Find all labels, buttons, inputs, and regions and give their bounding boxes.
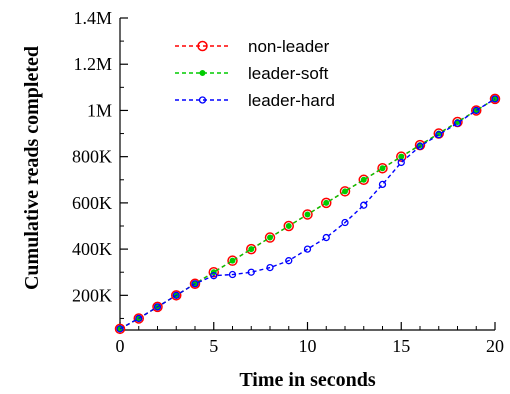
data-point [135, 314, 143, 323]
data-point [489, 93, 501, 105]
data-point [323, 199, 330, 206]
data-point [133, 313, 144, 324]
legend-marker [199, 70, 206, 76]
data-point [152, 301, 163, 313]
data-point [266, 263, 274, 272]
data-point [435, 131, 443, 139]
data-point [229, 257, 236, 264]
y-axis-title: Cumulative reads completed [21, 46, 43, 290]
legend-marker [198, 96, 207, 104]
y-tick-label: 1M [87, 100, 112, 120]
data-point [397, 158, 405, 167]
y-tick-label: 400K [72, 239, 112, 259]
x-tick-label: 5 [209, 336, 218, 356]
data-point [341, 218, 349, 227]
data-point [491, 95, 499, 103]
x-tick-label: 10 [299, 336, 317, 356]
x-tick-label: 15 [392, 336, 410, 356]
data-point [471, 105, 482, 116]
data-point [116, 325, 124, 333]
data-point [379, 165, 386, 172]
data-point [321, 197, 332, 209]
data-point [227, 255, 238, 266]
data-point [247, 268, 255, 276]
legend-item: non-leader [175, 37, 330, 56]
data-point [171, 290, 182, 301]
y-tick-label: 1.2M [73, 54, 112, 74]
data-point [378, 180, 387, 189]
y-axis-ticks: 200K 400K 600K 800K 1M 1.2M 1.4M [72, 8, 128, 319]
data-point [377, 162, 388, 174]
legend-item: leader-soft [175, 64, 329, 83]
data-point [360, 176, 367, 183]
legend: non-leader leader-soft leader-hard [175, 37, 335, 110]
data-point [398, 153, 405, 160]
data-point [472, 106, 480, 115]
y-tick-label: 800K [72, 147, 112, 167]
data-point [283, 220, 294, 232]
data-point [228, 270, 237, 279]
data-point [191, 280, 199, 288]
y-tick-label: 200K [72, 285, 112, 305]
data-point [453, 119, 462, 127]
data-point [416, 142, 424, 150]
data-point [264, 232, 276, 243]
data-point [172, 291, 180, 299]
legend-label: leader-hard [248, 91, 335, 110]
data-point [360, 201, 368, 209]
y-tick-label: 1.4M [73, 8, 112, 28]
data-point [248, 246, 255, 253]
data-point [339, 186, 351, 197]
data-point [189, 278, 201, 290]
data-point [210, 272, 218, 280]
data-point [114, 323, 126, 335]
data-point [302, 209, 313, 220]
legend-label: leader-soft [248, 64, 329, 83]
data-point [322, 233, 330, 242]
data-point [358, 174, 369, 186]
data-point [153, 303, 162, 311]
series-line [119, 98, 496, 330]
data-point [303, 245, 312, 253]
data-point [342, 188, 348, 195]
data-point [285, 223, 292, 229]
data-point [396, 151, 407, 162]
data-point [208, 266, 219, 278]
y-tick-label: 600K [72, 193, 112, 213]
legend-label: non-leader [248, 37, 330, 56]
series-layer [114, 93, 501, 335]
data-point [285, 257, 293, 265]
series-leader-hard [116, 95, 499, 333]
legend-item: leader-hard [175, 91, 335, 110]
x-tick-label: 0 [116, 336, 125, 356]
data-point [267, 234, 273, 241]
legend-marker [197, 40, 208, 52]
x-axis-ticks: 0 5 10 15 20 [116, 322, 504, 356]
x-tick-label: 20 [486, 336, 504, 356]
data-point [246, 243, 257, 255]
data-point [304, 211, 311, 218]
x-axis-title: Time in seconds [239, 369, 376, 391]
